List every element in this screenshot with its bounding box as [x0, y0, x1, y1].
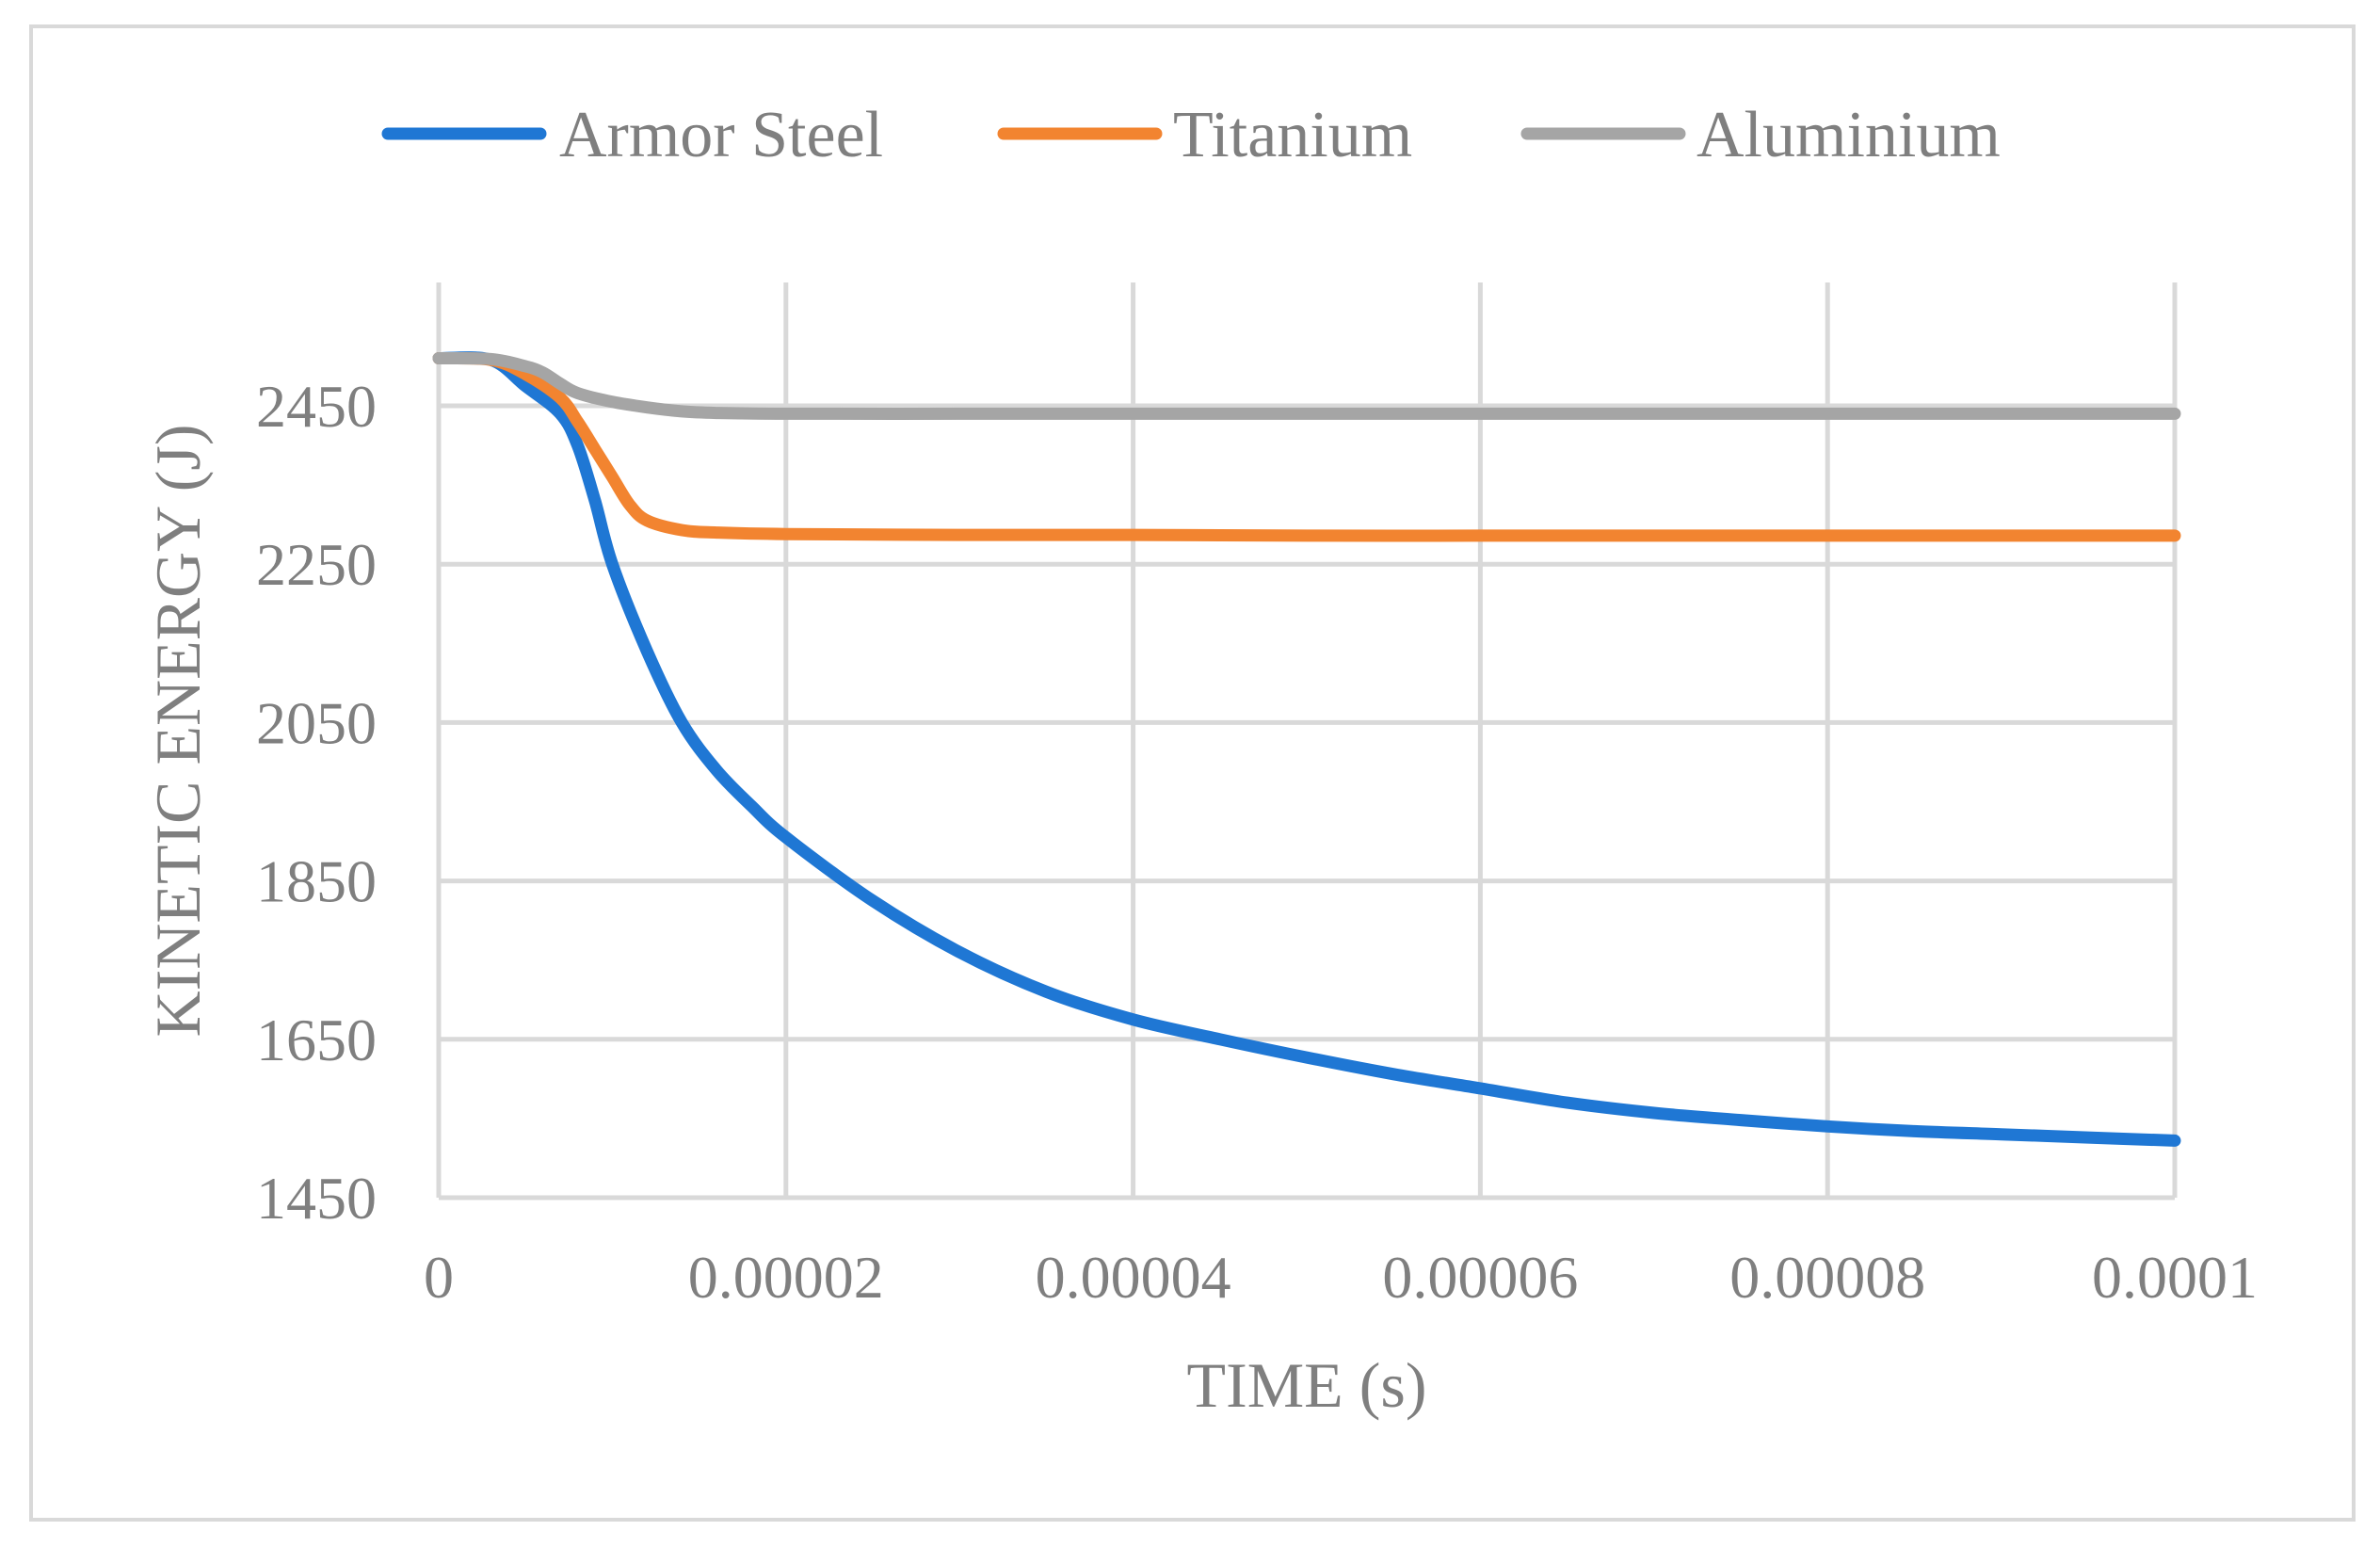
- x-tick-label: 0: [424, 1244, 454, 1311]
- y-axis-ticks: 1450 1650 1850 2050 2250 2450: [256, 373, 377, 1232]
- y-axis-title: KINETIC ENERGY (J): [142, 425, 214, 1038]
- x-axis-title: TIME (s): [1187, 1349, 1427, 1421]
- legend: Armor Steel Titanium Aluminium: [381, 99, 2001, 171]
- y-tick-label: 1850: [256, 848, 377, 915]
- y-tick-label: 2050: [256, 689, 377, 756]
- y-tick-label: 1650: [256, 1007, 377, 1073]
- legend-label-aluminium: Aluminium: [1697, 99, 2001, 171]
- y-tick-label: 2250: [256, 531, 377, 598]
- legend-label-armor-steel: Armor Steel: [559, 99, 883, 171]
- series-line-aluminium: [432, 352, 2181, 420]
- x-tick-label: 0.00002: [688, 1244, 884, 1311]
- gridlines: [436, 282, 2178, 1200]
- x-tick-label: 0.00008: [1729, 1244, 1925, 1311]
- series-group: [432, 351, 2181, 1147]
- y-tick-label: 2450: [256, 373, 377, 440]
- series-line-armor-steel: [432, 351, 2181, 1147]
- legend-label-titanium: Titanium: [1173, 99, 1412, 171]
- x-tick-label: 0.00006: [1382, 1244, 1578, 1311]
- y-tick-label: 1450: [256, 1165, 377, 1232]
- x-axis-ticks: 0 0.00002 0.00004 0.00006 0.00008 0.0001: [424, 1244, 2258, 1311]
- chart-frame: [29, 24, 2356, 1522]
- x-tick-label: 0.0001: [2092, 1244, 2258, 1311]
- x-tick-label: 0.00004: [1036, 1244, 1231, 1311]
- series-line-titanium: [432, 351, 2181, 542]
